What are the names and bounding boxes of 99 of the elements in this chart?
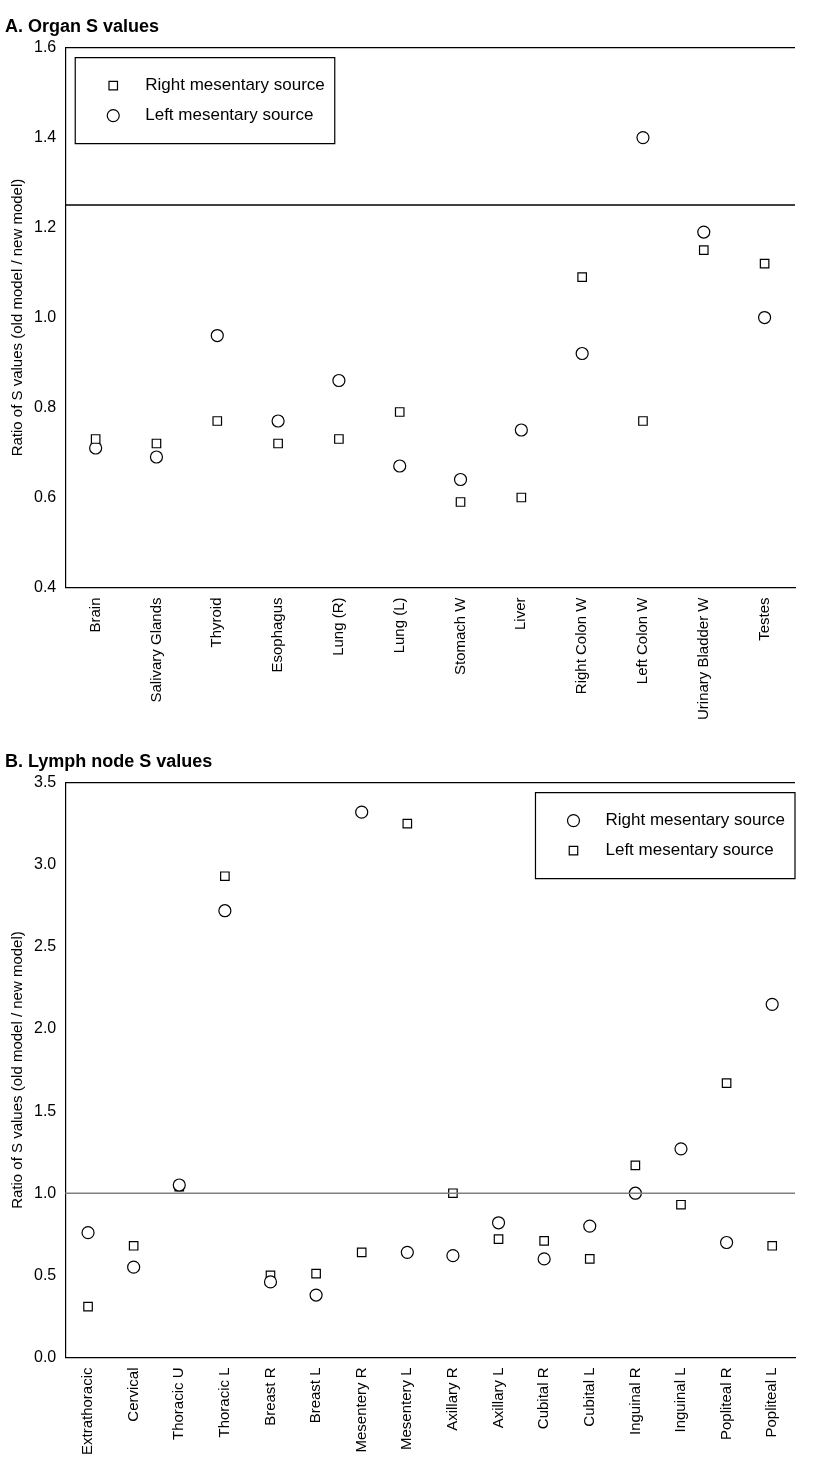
point bbox=[220, 871, 230, 882]
y-tick-label: 3.5 bbox=[33, 773, 57, 791]
y-tick-label: 1.0 bbox=[33, 307, 57, 325]
point bbox=[355, 805, 369, 819]
y-tick-label: 0.8 bbox=[33, 397, 57, 415]
point bbox=[90, 434, 101, 444]
x-tick-label: Axillary L bbox=[488, 1367, 506, 1429]
y-tick-label: 2.5 bbox=[33, 937, 57, 955]
x-tick-label: Inguinal R bbox=[625, 1367, 643, 1436]
point bbox=[583, 1219, 597, 1233]
x-tick-label: Thyroid bbox=[207, 597, 225, 648]
point bbox=[273, 438, 283, 449]
legend-label: Right mesentary source bbox=[605, 810, 786, 830]
x-tick-label: Testes bbox=[754, 597, 772, 641]
x-tick-label: Liver bbox=[511, 597, 529, 630]
point bbox=[210, 328, 224, 343]
point bbox=[356, 1247, 367, 1258]
y-tick-label: 1.2 bbox=[33, 217, 57, 235]
x-tick-label: Mesentery R bbox=[351, 1367, 369, 1453]
point bbox=[493, 1234, 504, 1245]
x-tick-label: Axillary R bbox=[443, 1367, 461, 1431]
x-tick-label: Salivary Glands bbox=[146, 597, 164, 703]
x-tick-label: Popliteal L bbox=[762, 1367, 780, 1438]
chart-title: B. Lymph node S values bbox=[5, 750, 213, 771]
x-tick-label: Cubital R bbox=[534, 1367, 552, 1430]
point bbox=[311, 1268, 321, 1279]
point bbox=[575, 346, 589, 361]
y-tick-label: 1.6 bbox=[33, 38, 57, 56]
y-tick-label: 1.0 bbox=[33, 1183, 57, 1201]
x-tick-label: Inguinal L bbox=[671, 1367, 689, 1433]
point bbox=[127, 1260, 141, 1274]
point bbox=[218, 904, 232, 918]
point bbox=[577, 272, 587, 282]
point bbox=[698, 245, 709, 255]
point bbox=[309, 1288, 323, 1302]
x-tick-label: Popliteal R bbox=[716, 1367, 734, 1441]
point bbox=[263, 1275, 278, 1289]
point bbox=[630, 1160, 641, 1171]
x-tick-label: Stomach W bbox=[450, 596, 468, 675]
point bbox=[767, 1240, 778, 1251]
x-tick-label: Breast L bbox=[306, 1367, 324, 1424]
point bbox=[676, 1199, 686, 1210]
y-tick-label: 0.5 bbox=[33, 1265, 57, 1283]
point bbox=[516, 492, 527, 503]
x-tick-label: Thoracic U bbox=[169, 1367, 187, 1440]
point bbox=[402, 818, 413, 829]
point bbox=[334, 434, 344, 444]
point bbox=[393, 459, 407, 473]
point bbox=[491, 1216, 506, 1230]
x-tick-label: Breast R bbox=[260, 1367, 278, 1426]
y-tick-label: 1.5 bbox=[33, 1101, 57, 1119]
x-tick-label: Right Colon W bbox=[572, 596, 590, 695]
y-axis-title: Ratio of S values (old model / new model) bbox=[8, 178, 26, 457]
point bbox=[128, 1240, 139, 1251]
point bbox=[394, 407, 405, 417]
x-tick-label: Cubital L bbox=[579, 1367, 597, 1427]
point bbox=[757, 310, 772, 325]
point bbox=[446, 1249, 460, 1263]
x-tick-label: Mesentery L bbox=[397, 1367, 415, 1451]
point bbox=[674, 1142, 688, 1156]
point bbox=[332, 373, 346, 388]
legend-label: Right mesentary source bbox=[145, 75, 325, 95]
chart-title: A. Organ S values bbox=[5, 15, 160, 36]
point bbox=[271, 414, 285, 428]
y-tick-label: 0.4 bbox=[33, 577, 57, 595]
point bbox=[212, 416, 223, 426]
x-tick-label: Esophagus bbox=[268, 597, 286, 673]
legend-label: Left mesentary source bbox=[605, 840, 774, 860]
y-tick-label: 2.0 bbox=[33, 1019, 57, 1037]
point bbox=[765, 997, 779, 1011]
point bbox=[453, 472, 468, 487]
x-tick-label: Brain bbox=[85, 597, 103, 633]
point bbox=[539, 1236, 549, 1246]
point bbox=[719, 1235, 734, 1250]
point bbox=[697, 225, 711, 239]
point bbox=[638, 416, 648, 426]
x-tick-label: Extrathoracic bbox=[78, 1366, 96, 1456]
x-tick-label: Lung (R) bbox=[329, 597, 347, 656]
y-axis-title: Ratio of S values (old model / new model) bbox=[8, 931, 26, 1209]
point bbox=[537, 1252, 551, 1266]
y-tick-label: 0.0 bbox=[33, 1347, 57, 1365]
point bbox=[455, 497, 466, 507]
x-tick-label: Lung (L) bbox=[389, 597, 407, 654]
point bbox=[83, 1301, 93, 1312]
y-tick-label: 0.6 bbox=[33, 487, 57, 505]
x-tick-label: Thoracic L bbox=[215, 1367, 233, 1438]
point bbox=[584, 1254, 595, 1264]
point bbox=[514, 423, 528, 437]
legend-label: Left mesentary source bbox=[145, 105, 314, 125]
x-tick-label: Urinary Bladder W bbox=[693, 596, 711, 721]
point bbox=[721, 1078, 732, 1089]
point bbox=[636, 130, 650, 145]
x-tick-label: Cervical bbox=[123, 1367, 141, 1422]
y-tick-label: 3.0 bbox=[33, 855, 57, 873]
point bbox=[400, 1245, 414, 1259]
x-tick-label: Left Colon W bbox=[633, 596, 651, 685]
point bbox=[81, 1226, 95, 1240]
point bbox=[149, 450, 164, 464]
y-tick-label: 1.4 bbox=[33, 127, 57, 145]
